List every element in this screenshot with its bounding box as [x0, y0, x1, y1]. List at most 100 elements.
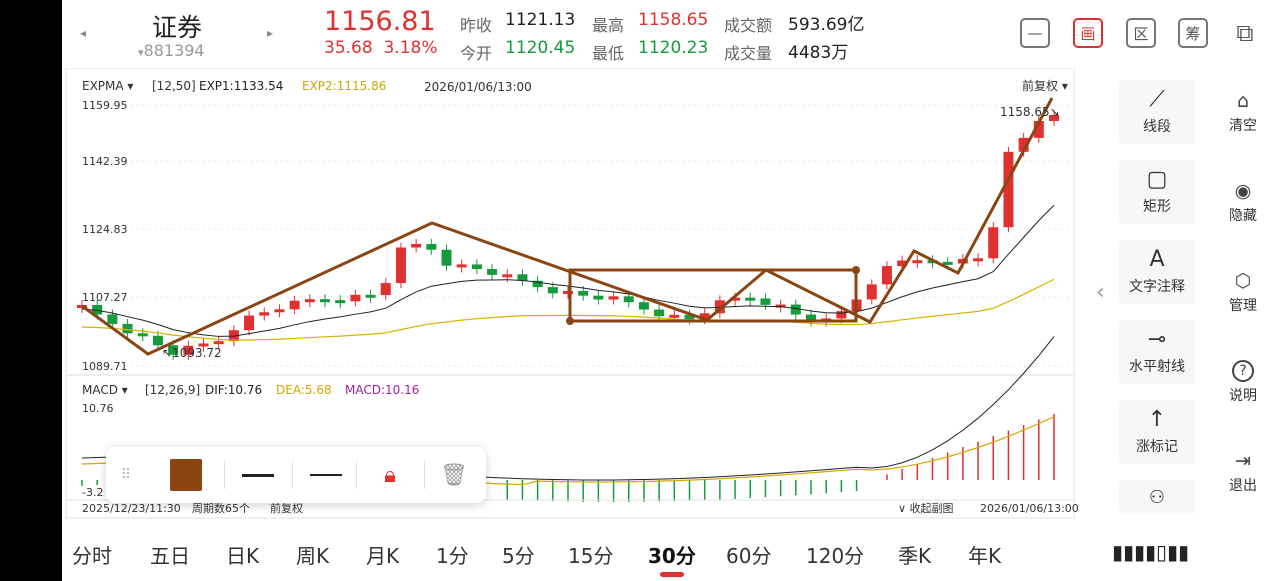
canvas-icon[interactable]: 画 — [1073, 18, 1103, 48]
tab-30min[interactable]: 30分 — [648, 544, 696, 568]
price-label-4: 1089.71 — [82, 360, 128, 373]
tab-60min[interactable]: 60分 — [726, 544, 772, 568]
candle-body — [988, 227, 999, 259]
collapse-subchart[interactable]: ∨ 收起副图 — [898, 501, 954, 515]
color-picker-button[interactable] — [156, 447, 216, 503]
prev-stock-arrow-icon[interactable]: ◂ — [80, 26, 87, 40]
tool-segment[interactable]: ⟋ 线段 — [1119, 80, 1195, 144]
macd-indicator-name[interactable]: MACD ▾ — [82, 383, 128, 397]
tool-up-marker[interactable]: ↑ 涨标记 — [1119, 400, 1195, 464]
clear-icon: ⌂ — [1236, 90, 1250, 112]
thick-line-icon — [242, 473, 274, 477]
tab-five-day[interactable]: 五日 — [150, 544, 190, 568]
separator — [224, 461, 225, 489]
trash-icon[interactable]: 🗑︎ — [440, 462, 468, 488]
collapse-tools-chevron-icon[interactable]: ‹ — [1096, 280, 1105, 305]
tab-15min[interactable]: 15分 — [568, 544, 614, 568]
candle-body — [775, 304, 786, 308]
range-start: 2025/12/23/11:30 — [82, 502, 181, 515]
period-count: 周期数65个 — [192, 502, 250, 515]
minus-square-icon[interactable]: — — [1020, 18, 1050, 48]
tab-monthly-k[interactable]: 月K — [366, 544, 400, 568]
quote-open: 1120.45 — [505, 38, 576, 58]
candle-body — [547, 287, 558, 294]
tool-horizontal-ray[interactable]: ⊸ 水平射线 — [1119, 320, 1195, 384]
stock-code[interactable]: ▾881394 — [138, 41, 205, 60]
macd-top-label: 10.76 — [82, 402, 114, 415]
rect-handle-bl[interactable] — [566, 317, 574, 325]
candle-body — [411, 243, 422, 248]
exp1-value: EXP1:1133.54 — [199, 79, 283, 93]
drawing-toolbar: ⠿ 🔒︎ 🗑︎ — [106, 447, 486, 503]
exit-icon: ⇥ — [1235, 450, 1251, 472]
tab-5min[interactable]: 5分 — [502, 544, 535, 568]
candle-body — [487, 269, 498, 275]
region-icon[interactable]: 区 — [1126, 18, 1156, 48]
tool-rectangle[interactable]: ▢ 矩形 — [1119, 160, 1195, 224]
tab-yearly-k[interactable]: 年K — [968, 544, 1002, 568]
macd-bottom-label: -3.2 — [82, 486, 103, 499]
drawn-rectangle[interactable] — [568, 268, 858, 323]
candle-body — [881, 266, 892, 285]
tab-quarter-k[interactable]: 季K — [898, 544, 932, 568]
side-exit[interactable]: ⇥ 退出 — [1229, 450, 1257, 494]
range-end: 2026/01/06/13:00 — [980, 502, 1079, 515]
tab-daily-k[interactable]: 日K — [226, 544, 260, 568]
chips-icon[interactable]: 筹 — [1178, 18, 1208, 48]
side-hide[interactable]: ◉ 隐藏 — [1229, 180, 1257, 224]
candle-body — [137, 333, 148, 337]
solid-line-icon — [310, 474, 342, 476]
rect-handle-tr[interactable] — [852, 266, 860, 274]
text-note-icon: A — [1149, 247, 1165, 272]
crosshair-datetime: 2026/01/06/13:00 — [424, 80, 532, 94]
candle-body — [213, 341, 224, 345]
candle-body — [897, 260, 908, 267]
tab-1min[interactable]: 1分 — [436, 544, 469, 568]
adjust-select[interactable]: 前复权 ▾ — [1022, 78, 1068, 93]
separator — [292, 461, 293, 489]
side-help[interactable]: ? 说明 — [1212, 360, 1274, 405]
tool-more[interactable]: ⚇ — [1119, 480, 1195, 514]
side-manage[interactable]: ⬡ 管理 — [1229, 270, 1257, 314]
candle-body — [973, 258, 984, 262]
line-style-button[interactable] — [294, 447, 358, 503]
tab-weekly-k[interactable]: 周K — [296, 544, 330, 568]
candle-body — [502, 274, 513, 278]
tab-120min[interactable]: 120分 — [806, 544, 865, 568]
kline-chart[interactable]: EXPMA ▾ [12,50] EXP1:1133.54 EXP2:1115.8… — [62, 68, 1082, 520]
active-tab-indicator — [660, 572, 684, 577]
candle-body — [517, 274, 528, 281]
drag-handle-icon[interactable]: ⠿ — [120, 467, 132, 483]
tab-intraday[interactable]: 分时 — [72, 544, 112, 568]
exp1-line — [81, 204, 1055, 337]
lock-icon[interactable]: 🔒︎ — [384, 462, 396, 488]
candle-body — [471, 264, 482, 270]
separator — [356, 461, 357, 489]
devices-icon[interactable]: ⧉ — [1236, 19, 1254, 47]
next-stock-arrow-icon[interactable]: ▸ — [267, 26, 274, 40]
line-thickness-button[interactable] — [226, 447, 290, 503]
quote-label-high: 最高 — [592, 16, 625, 35]
side-clear[interactable]: ⌂ 清空 — [1229, 90, 1257, 134]
candle-body — [1049, 115, 1059, 121]
candle-body — [593, 295, 604, 300]
more-tabs-icon[interactable]: ▮▮▮▮▯▮▮ — [1112, 540, 1190, 564]
candle-body — [730, 297, 741, 301]
indicator-name[interactable]: EXPMA ▾ — [82, 79, 133, 93]
candle-body — [745, 297, 756, 301]
candle-body — [563, 291, 573, 294]
candle-body — [760, 298, 771, 305]
candle-body — [942, 261, 953, 265]
candle-body — [790, 304, 801, 315]
candle-body — [836, 311, 847, 319]
candle-body — [714, 300, 725, 314]
candle-body — [1018, 137, 1029, 152]
low-marker: ↖1093.72 — [162, 346, 222, 360]
help-icon: ? — [1232, 360, 1254, 382]
quote-prev-close: 1121.13 — [505, 10, 576, 30]
tool-text-note[interactable]: A 文字注释 — [1119, 240, 1195, 304]
eye-icon: ◉ — [1234, 180, 1252, 202]
candle-body — [866, 284, 877, 300]
high-marker: 1158.65↘ — [1000, 105, 1060, 119]
quote-label-volume: 成交量 — [724, 44, 773, 63]
